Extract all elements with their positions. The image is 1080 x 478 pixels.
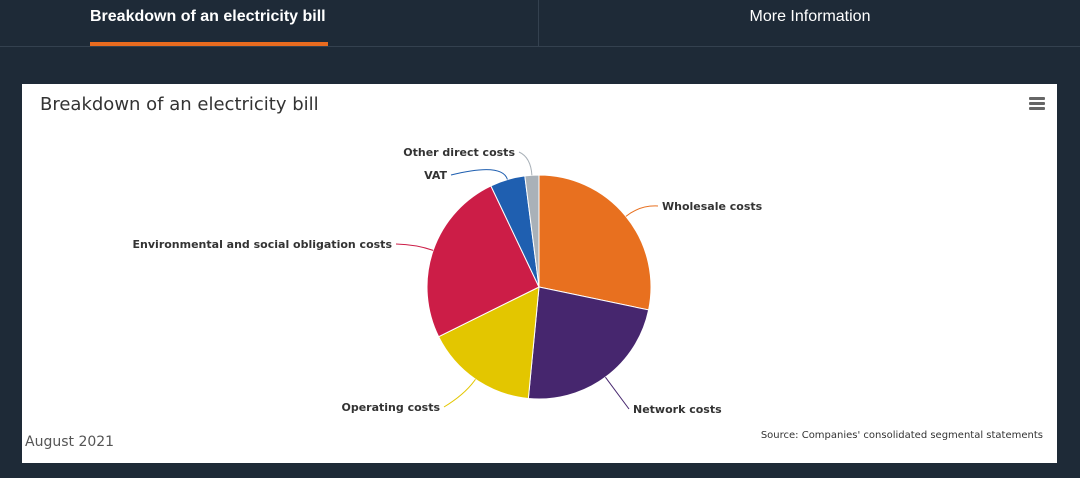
tab-bar: Breakdown of an electricity bill More In… — [0, 0, 1080, 47]
data-label: Network costs — [633, 403, 722, 416]
connector-line — [518, 151, 533, 176]
data-label: Operating costs — [341, 401, 440, 414]
connector-line — [625, 205, 659, 217]
connector-line — [450, 169, 508, 180]
data-label: VAT — [424, 169, 447, 182]
pie-slice-other-direct-costs[interactable] — [524, 174, 540, 288]
chart-date: August 2021 — [25, 434, 115, 450]
chart-source: Source: Companies' consolidated segmenta… — [760, 430, 1043, 441]
connector-line — [443, 378, 476, 408]
chart-card: Breakdown of an electricity bill Wholesa… — [22, 84, 1057, 463]
tab-more-information-label: More Information — [749, 8, 871, 25]
tab-more-information[interactable]: More Information — [540, 0, 1080, 46]
chart-title: Breakdown of an electricity bill — [40, 94, 319, 115]
data-label: Environmental and social obligation cost… — [133, 238, 393, 251]
data-label: Other direct costs — [403, 146, 515, 159]
pie-slice-network-costs[interactable] — [527, 286, 650, 400]
data-label: Wholesale costs — [662, 200, 763, 213]
active-tab-underline — [90, 42, 328, 46]
pie-chart: Wholesale costs Network costs Operating co… — [133, 146, 763, 416]
tab-divider — [538, 0, 539, 46]
pie-slice-wholesale-costs[interactable] — [538, 174, 652, 311]
connector-line — [605, 376, 630, 410]
pie-slice-operating-costs[interactable] — [437, 286, 540, 400]
hamburger-menu-icon[interactable] — [1029, 97, 1045, 111]
tab-breakdown[interactable]: Breakdown of an electricity bill — [90, 0, 328, 46]
tab-breakdown-label: Breakdown of an electricity bill — [90, 8, 326, 25]
pie-slice-environmental-and-social-obligation-costs[interactable] — [426, 185, 540, 338]
connector-line — [395, 243, 434, 251]
